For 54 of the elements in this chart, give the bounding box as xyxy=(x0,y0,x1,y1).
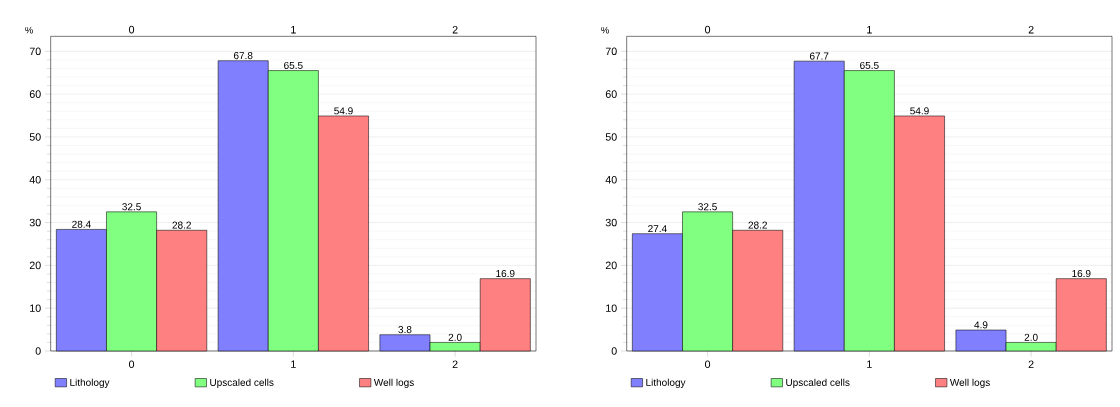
y-tick-label: 50 xyxy=(29,133,41,141)
y-tick-label: 0 xyxy=(35,347,41,355)
x-tick-label: 0 xyxy=(705,25,711,34)
data-label: 65.5 xyxy=(284,61,303,69)
y-tick-label: 50 xyxy=(605,133,617,141)
x-tick-label: 0 xyxy=(129,25,135,34)
y-tick-label: 10 xyxy=(30,304,41,312)
data-label: 28.2 xyxy=(748,221,767,229)
category-label: 1 xyxy=(867,360,872,368)
category-label: 2 xyxy=(1028,360,1034,368)
category-label: 1 xyxy=(291,360,296,368)
y-tick-label: 0 xyxy=(611,347,617,355)
y-tick-label: 70 xyxy=(605,47,617,56)
legend-label: Well logs xyxy=(949,378,990,388)
data-label: 32.5 xyxy=(122,203,141,211)
data-label: 4.9 xyxy=(974,321,988,329)
y-tick-label: 70 xyxy=(29,47,41,56)
category-label: 0 xyxy=(129,360,135,369)
y-tick-label: 60 xyxy=(29,90,41,98)
data-label: 32.5 xyxy=(698,203,717,211)
data-label: 54.9 xyxy=(910,107,929,115)
y-tick-label: 30 xyxy=(605,218,617,227)
data-label: 67.7 xyxy=(809,52,829,60)
legend-label: Upscaled cells xyxy=(210,378,274,388)
y-tick-label: 20 xyxy=(29,261,41,270)
category-label: 0 xyxy=(705,360,711,369)
y-axis-title: % xyxy=(601,26,609,34)
legend-label: Lithology xyxy=(70,378,110,388)
x-tick-label: 2 xyxy=(452,25,458,34)
data-label: 67.8 xyxy=(233,52,253,60)
data-label: 2.0 xyxy=(448,333,462,341)
y-tick-label: 40 xyxy=(29,175,41,184)
data-label: 54.9 xyxy=(334,107,353,115)
data-label: 28.2 xyxy=(172,221,191,229)
x-tick-label: 2 xyxy=(1028,25,1034,34)
x-tick-label: 1 xyxy=(291,26,296,34)
y-axis-title: % xyxy=(25,26,33,34)
y-tick-label: 30 xyxy=(29,218,41,227)
data-label: 27.4 xyxy=(648,225,667,233)
legend-label: Lithology xyxy=(646,378,686,388)
category-label: 2 xyxy=(452,360,458,368)
y-tick-label: 10 xyxy=(606,304,617,312)
data-label: 16.9 xyxy=(1072,269,1091,278)
y-tick-label: 20 xyxy=(605,261,617,270)
data-label: 2.0 xyxy=(1024,333,1038,341)
y-tick-label: 40 xyxy=(605,175,617,184)
data-label: 16.9 xyxy=(496,269,515,278)
legend-label: Well logs xyxy=(373,378,414,388)
data-label: 3.8 xyxy=(398,326,412,334)
legend-label: Upscaled cells xyxy=(786,378,850,388)
y-tick-label: 60 xyxy=(605,90,617,98)
data-label: 28.4 xyxy=(72,220,91,228)
x-tick-label: 1 xyxy=(867,26,872,34)
data-label: 65.5 xyxy=(860,61,879,69)
